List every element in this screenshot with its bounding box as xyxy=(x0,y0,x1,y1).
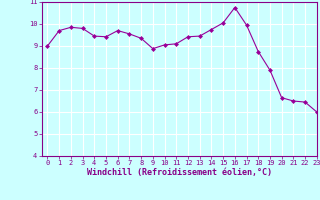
X-axis label: Windchill (Refroidissement éolien,°C): Windchill (Refroidissement éolien,°C) xyxy=(87,168,272,177)
